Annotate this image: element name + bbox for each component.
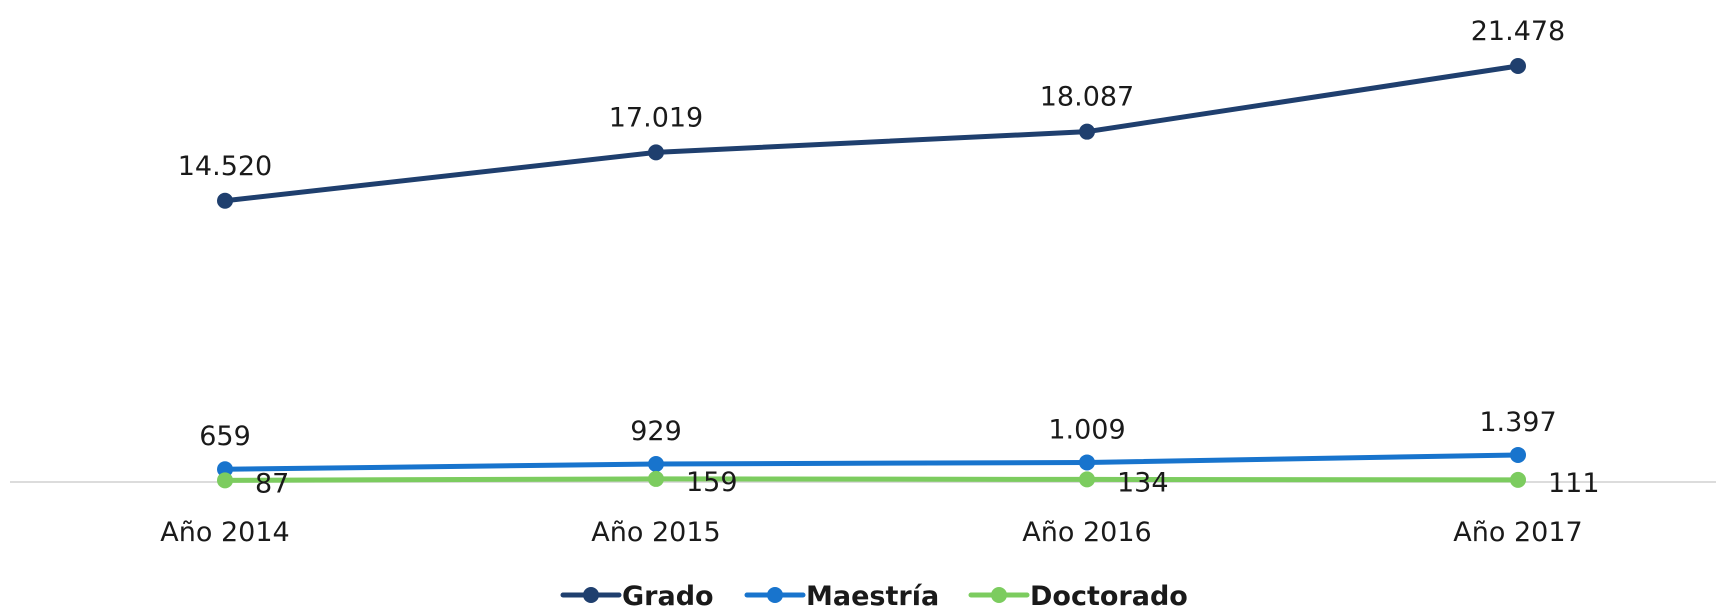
legend-item-grado[interactable]: Grado bbox=[560, 581, 714, 609]
series-line-doctorado bbox=[222, 476, 1521, 483]
series-line-maestria bbox=[222, 452, 1521, 472]
data-point-maestria bbox=[1079, 454, 1095, 471]
data-label-maestria: 1.397 bbox=[1479, 407, 1556, 438]
data-point-grado bbox=[1079, 123, 1095, 140]
series-layer: 14.520 17.019 18.087 21.478 659 929 1.009 1.397… bbox=[178, 16, 1600, 499]
data-label-grado: 17.019 bbox=[609, 102, 703, 133]
data-point-doctorado bbox=[648, 470, 664, 487]
series-grado: 14.520 17.019 18.087 21.478 bbox=[178, 16, 1565, 209]
x-axis-ticks: Año 2014 Año 2015 Año 2016 Año 2017 bbox=[160, 517, 1582, 548]
data-label-grado: 21.478 bbox=[1471, 16, 1565, 47]
data-point-maestria bbox=[648, 456, 664, 473]
x-tick-label: Año 2014 bbox=[160, 517, 289, 548]
x-tick-label: Año 2015 bbox=[591, 517, 720, 548]
data-point-maestria bbox=[217, 461, 233, 478]
data-label-grado: 18.087 bbox=[1040, 82, 1134, 113]
legend: Grado Maestría Doctorado bbox=[560, 581, 1188, 609]
legend-marker-icon bbox=[583, 587, 599, 603]
legend-label: Doctorado bbox=[1030, 581, 1188, 609]
series-maestria: 659 929 1.009 1.397 bbox=[199, 407, 1557, 478]
data-point-doctorado bbox=[217, 472, 233, 489]
data-label-doctorado: 159 bbox=[686, 467, 738, 498]
data-label-maestria: 929 bbox=[630, 416, 682, 447]
x-tick-label: Año 2017 bbox=[1453, 517, 1582, 548]
data-point-doctorado bbox=[1079, 471, 1095, 488]
legend-marker-icon bbox=[991, 587, 1007, 603]
series-line-grado bbox=[222, 63, 1521, 204]
legend-item-doctorado[interactable]: Doctorado bbox=[968, 581, 1188, 609]
legend-marker-icon bbox=[767, 587, 783, 603]
data-point-doctorado bbox=[1510, 471, 1526, 488]
data-label-maestria: 1.009 bbox=[1048, 414, 1125, 445]
x-tick-label: Año 2016 bbox=[1022, 517, 1151, 548]
data-label-grado: 14.520 bbox=[178, 151, 272, 182]
legend-item-maestria[interactable]: Maestría bbox=[744, 581, 939, 609]
data-label-maestria: 659 bbox=[199, 421, 251, 452]
data-label-doctorado: 87 bbox=[255, 468, 289, 499]
series-doctorado: 87 159 134 111 bbox=[217, 467, 1600, 499]
data-label-doctorado: 111 bbox=[1548, 468, 1600, 499]
data-label-doctorado: 134 bbox=[1117, 467, 1169, 498]
data-point-maestria bbox=[1510, 446, 1526, 463]
data-point-grado bbox=[1510, 58, 1526, 74]
data-point-grado bbox=[217, 192, 233, 209]
legend-label: Grado bbox=[622, 581, 714, 609]
data-point-grado bbox=[648, 144, 664, 161]
legend-label: Maestría bbox=[806, 581, 939, 609]
